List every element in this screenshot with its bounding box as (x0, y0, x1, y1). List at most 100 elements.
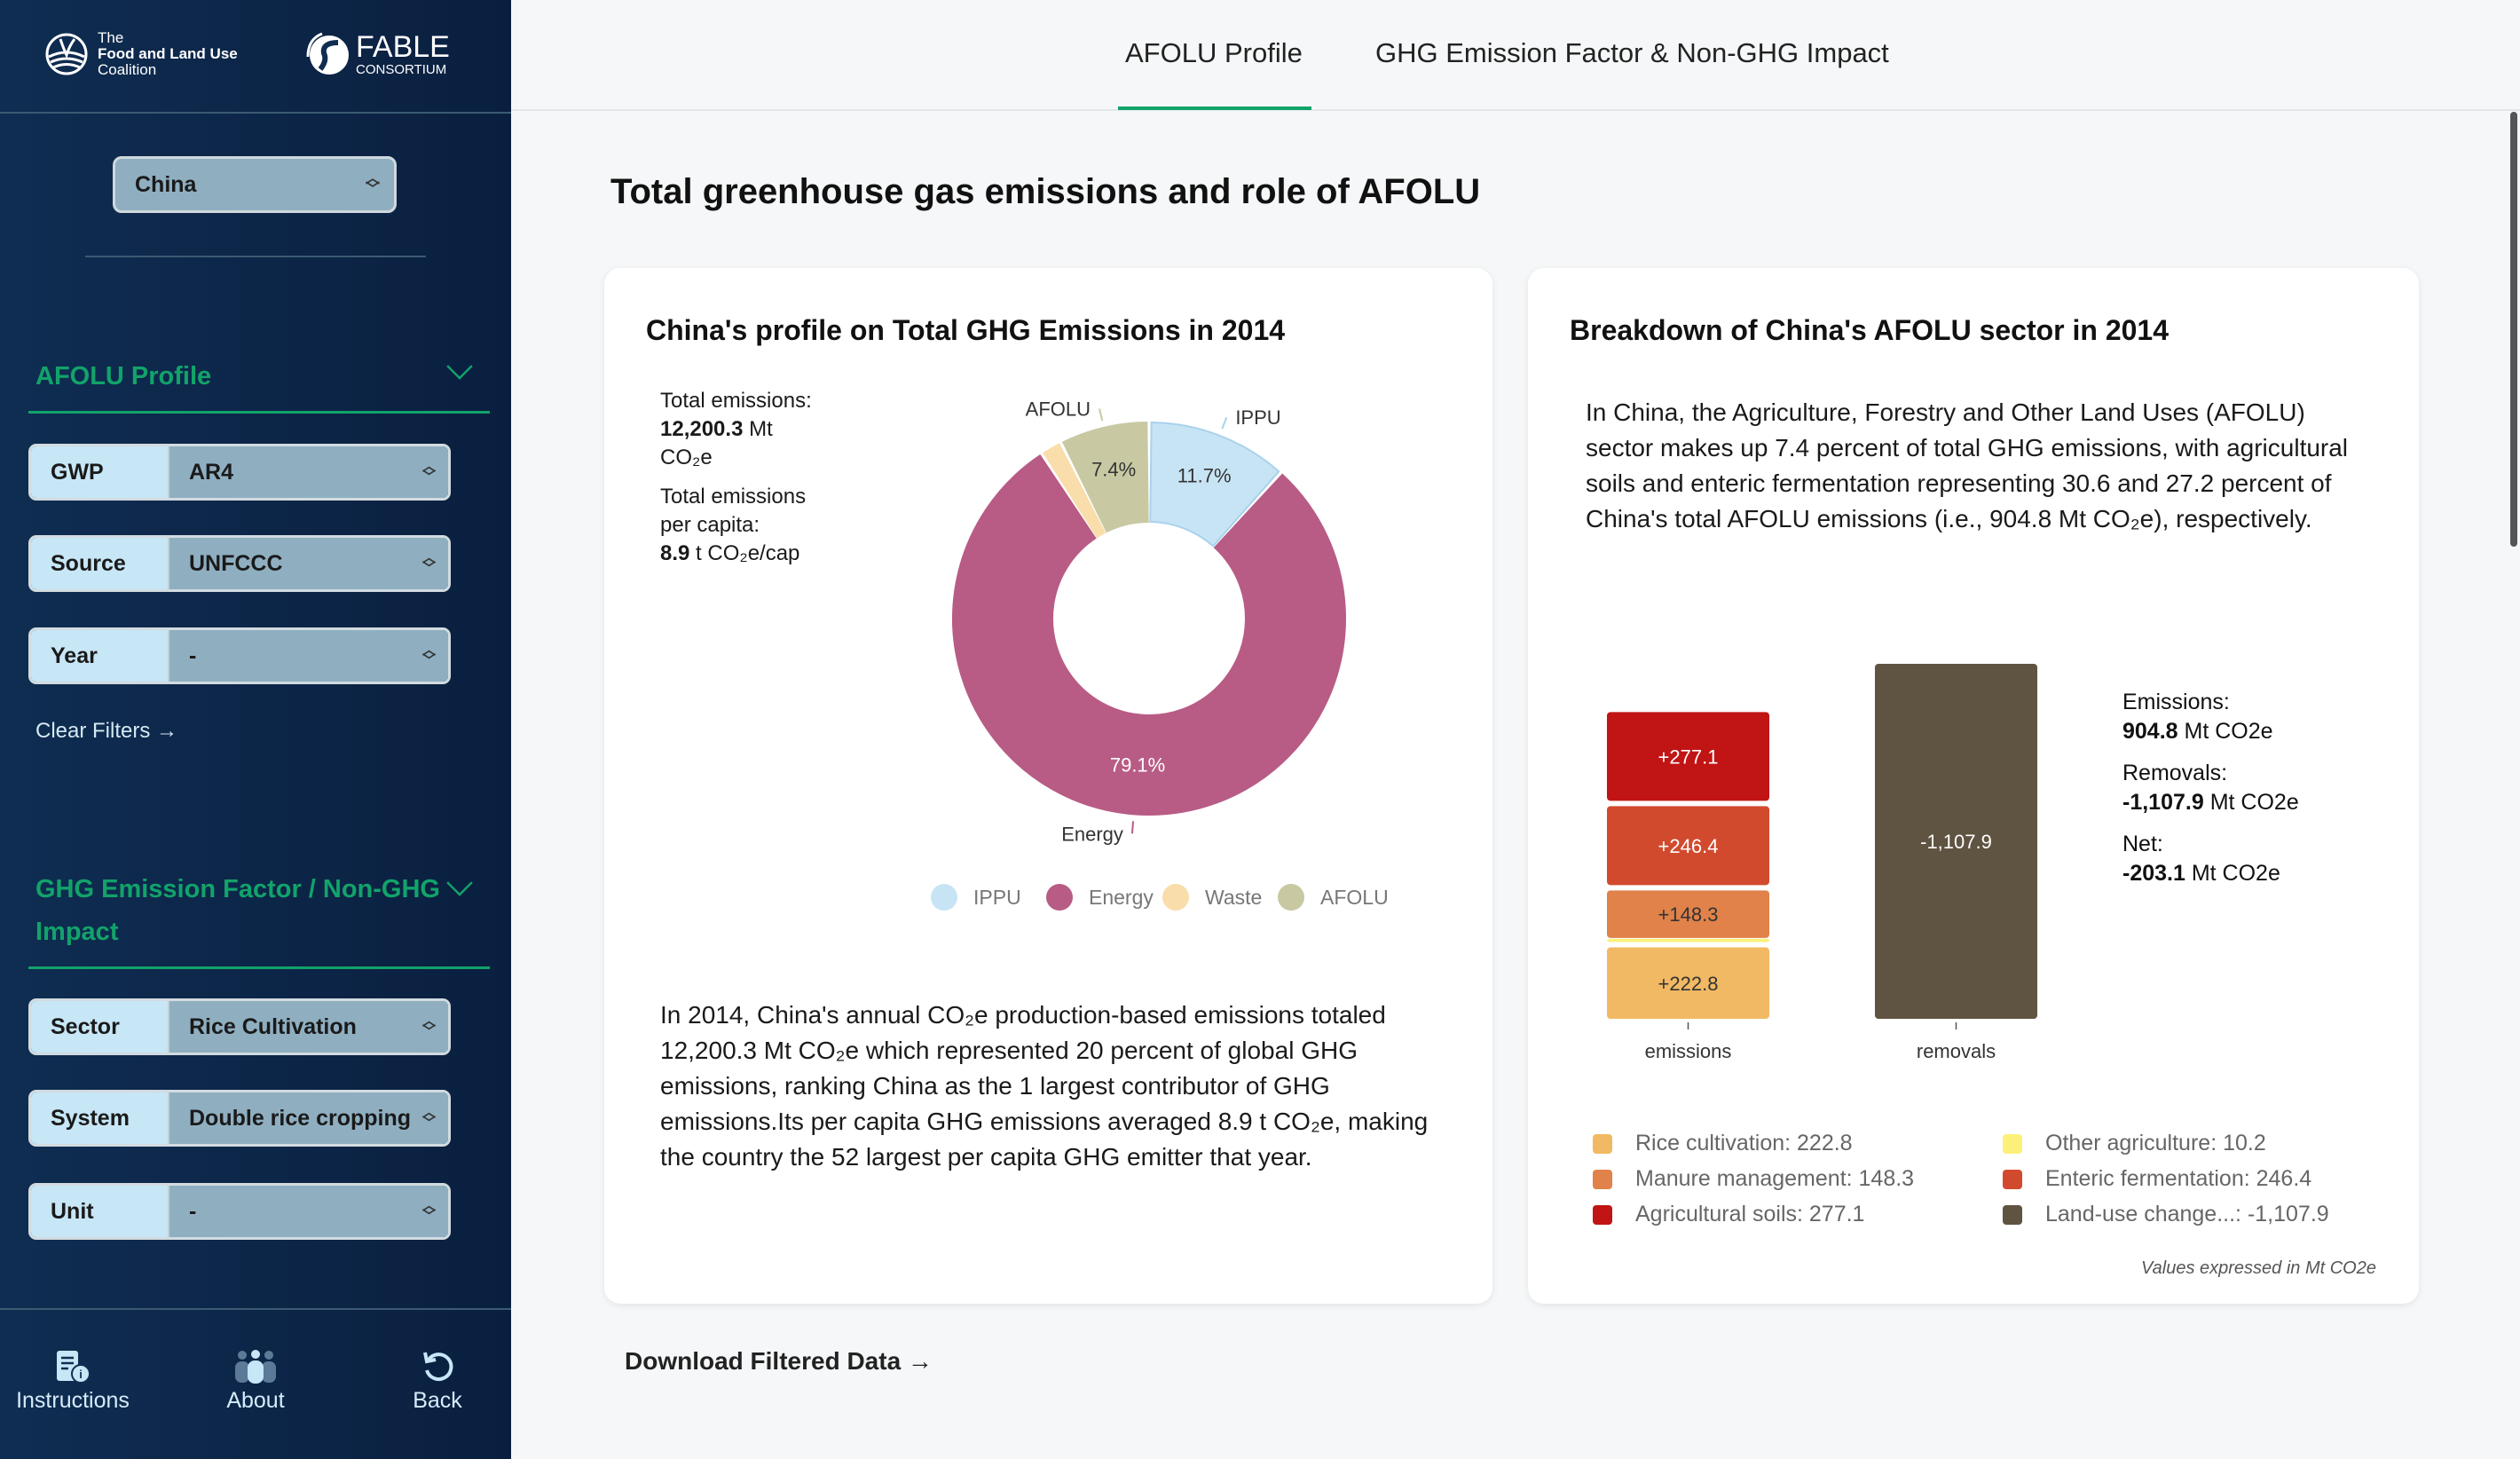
nav-label: Instructions (16, 1388, 130, 1413)
back-button[interactable]: Back (366, 1349, 508, 1414)
bar-segment-land-use-change- (1875, 664, 2037, 1019)
fable-logo-icon (306, 32, 349, 75)
divider (0, 1308, 511, 1310)
legend-item[interactable]: Enteric fermentation: 246.4 (2003, 1166, 2311, 1192)
filter-label: System (31, 1092, 169, 1144)
about-button[interactable]: About (185, 1349, 327, 1414)
undo-icon (423, 1352, 453, 1382)
page-title: Total greenhouse gas emissions and role … (610, 172, 1481, 211)
label: per capita: (660, 513, 760, 537)
slice-name-label: Energy (1061, 823, 1123, 845)
afolu-stacked-bar-chart: +222.8 +148.3 +246.4 +277.1 -1,107.9 emission… (1607, 664, 2037, 1062)
slice-percent-label: 79.1% (1110, 753, 1165, 776)
updown-chevron-icon: ︿ ﹀ (421, 550, 436, 576)
unit-filter[interactable]: Unit - ︿ ﹀ (28, 1183, 451, 1240)
updown-chevron-icon: ︿ ﹀ (421, 643, 436, 668)
divider (85, 256, 426, 257)
legend-label: Manure management: 148.3 (1635, 1166, 1915, 1191)
emissions-stat: Emissions: 904.8 Mt CO2e (2122, 688, 2273, 746)
svg-text:i: i (79, 1368, 83, 1381)
label: Total emissions (660, 485, 807, 509)
logo-text: The (98, 29, 124, 46)
slice-name-label: AFOLU (1026, 398, 1091, 421)
section-afolu-profile[interactable]: AFOLU Profile (35, 362, 212, 390)
legend-item[interactable]: Land-use change...: -1,107.9 (2003, 1202, 2329, 1227)
logo-text: FABLE (356, 29, 450, 64)
legend-item[interactable]: Other agriculture: 10.2 (2003, 1131, 2266, 1156)
legend-label: Waste (1205, 885, 1263, 909)
tab-ghg-emission-factor[interactable]: GHG Emission Factor & Non-GHG Impact (1375, 37, 1889, 68)
coalition-logo-icon (45, 33, 88, 75)
card-title: Breakdown of China's AFOLU sector in 201… (1570, 314, 2170, 346)
legend-swatch (1593, 1169, 1612, 1189)
active-tab-indicator (1118, 106, 1311, 110)
unit: Mt CO2e (2185, 861, 2280, 886)
instructions-button[interactable]: i Instructions (2, 1349, 144, 1414)
donut-slice-waste (1043, 443, 1106, 539)
legend-swatch (2003, 1169, 2022, 1189)
legend-label: Energy (1089, 885, 1154, 909)
bar-segment-other-agriculture (1607, 938, 1769, 942)
legend-label: AFOLU (1320, 885, 1389, 909)
slice-name-label: IPPU (1235, 406, 1280, 429)
axis-category-label: removals (1917, 1040, 1996, 1062)
country-select[interactable]: China ︿ ﹀ (113, 156, 397, 213)
download-filtered-data-link[interactable]: Download Filtered Data → (625, 1347, 933, 1375)
legend-label: Land-use change...: -1,107.9 (2045, 1202, 2329, 1226)
gwp-filter[interactable]: GWP AR4 ︿ ﹀ (28, 444, 451, 501)
tab-afolu-profile[interactable]: AFOLU Profile (1125, 37, 1303, 68)
donut-slice-energy (952, 453, 1346, 816)
filter-value: UNFCCC (189, 550, 283, 576)
value: -1,107.9 (2122, 790, 2204, 815)
label: Total emissions: (660, 389, 812, 413)
clear-filters-link[interactable]: Clear Filters → (35, 719, 178, 743)
section-ghg-emission-factor[interactable]: GHG Emission Factor / Non-GHG Impact (35, 868, 440, 953)
emissions-description: In 2014, China's annual CO₂e production-… (660, 1001, 1429, 1171)
label: Net: (2122, 832, 2163, 856)
unit: Mt CO2e (2177, 719, 2273, 744)
legend-swatch (1593, 1204, 1612, 1225)
scrollbar[interactable] (2510, 112, 2517, 547)
updown-chevron-icon: ︿ ﹀ (421, 1105, 436, 1131)
afolu-description: In China, the Agriculture, Forestry and … (1586, 398, 2349, 532)
percap-value: 8.9 (660, 541, 690, 565)
bar-segment-enteric-fermentation (1607, 806, 1769, 886)
filter-label: Year (31, 630, 169, 682)
legend-label: IPPU (973, 885, 1021, 909)
label-leader-line (1099, 408, 1104, 422)
tab-bar: AFOLU Profile GHG Emission Factor & Non-… (511, 0, 2520, 111)
units-footnote: Values expressed in Mt CO2e (2141, 1258, 2376, 1278)
instructions-icon: i (57, 1351, 91, 1384)
source-filter[interactable]: Source UNFCCC ︿ ﹀ (28, 535, 451, 592)
country-value: China (135, 171, 197, 197)
label-leader-line (1221, 416, 1228, 430)
legend-energy[interactable]: Energy (1046, 884, 1154, 911)
total-emissions-summary: Total emissions: 12,200.3 Mt CO₂e Total … (660, 387, 812, 568)
donut-chart: 11.7% IPPU 79.1% Energy 7.4% AFOLU (952, 398, 1346, 845)
bar-value-label: +246.4 (1658, 835, 1719, 857)
chevron-down-icon[interactable] (446, 870, 473, 896)
system-filter[interactable]: System Double rice cropping ︿ ﹀ (28, 1090, 451, 1147)
section-underline (28, 411, 490, 414)
legend-swatch (931, 884, 957, 911)
legend-item[interactable]: Agricultural soils: 277.1 (1593, 1202, 1864, 1227)
legend-item[interactable]: Rice cultivation: 222.8 (1593, 1131, 1853, 1156)
sector-filter[interactable]: Sector Rice Cultivation ︿ ﹀ (28, 998, 451, 1055)
food-land-use-coalition-logo: The Food and Land Use Coalition (44, 30, 238, 78)
bar-value-label: +148.3 (1658, 903, 1719, 926)
unit: CO₂e (660, 446, 713, 469)
legend-afolu[interactable]: AFOLU (1278, 884, 1389, 911)
legend-ipPU[interactable]: IPPU (931, 884, 1021, 911)
bar-value-label: +277.1 (1658, 745, 1719, 768)
filter-value: - (189, 1198, 197, 1224)
legend-swatch (1162, 884, 1189, 911)
legend-label: Enteric fermentation: 246.4 (2045, 1166, 2312, 1191)
legend-swatch (1046, 884, 1073, 911)
legend-waste[interactable]: Waste (1162, 884, 1262, 911)
chevron-down-icon[interactable] (446, 353, 473, 380)
legend-swatch (1278, 884, 1304, 911)
legend-item[interactable]: Manure management: 148.3 (1593, 1166, 1914, 1192)
filter-value: Rice Cultivation (189, 1013, 357, 1039)
year-filter[interactable]: Year - ︿ ﹀ (28, 627, 451, 684)
donut-slice-ippu (1149, 422, 1280, 548)
